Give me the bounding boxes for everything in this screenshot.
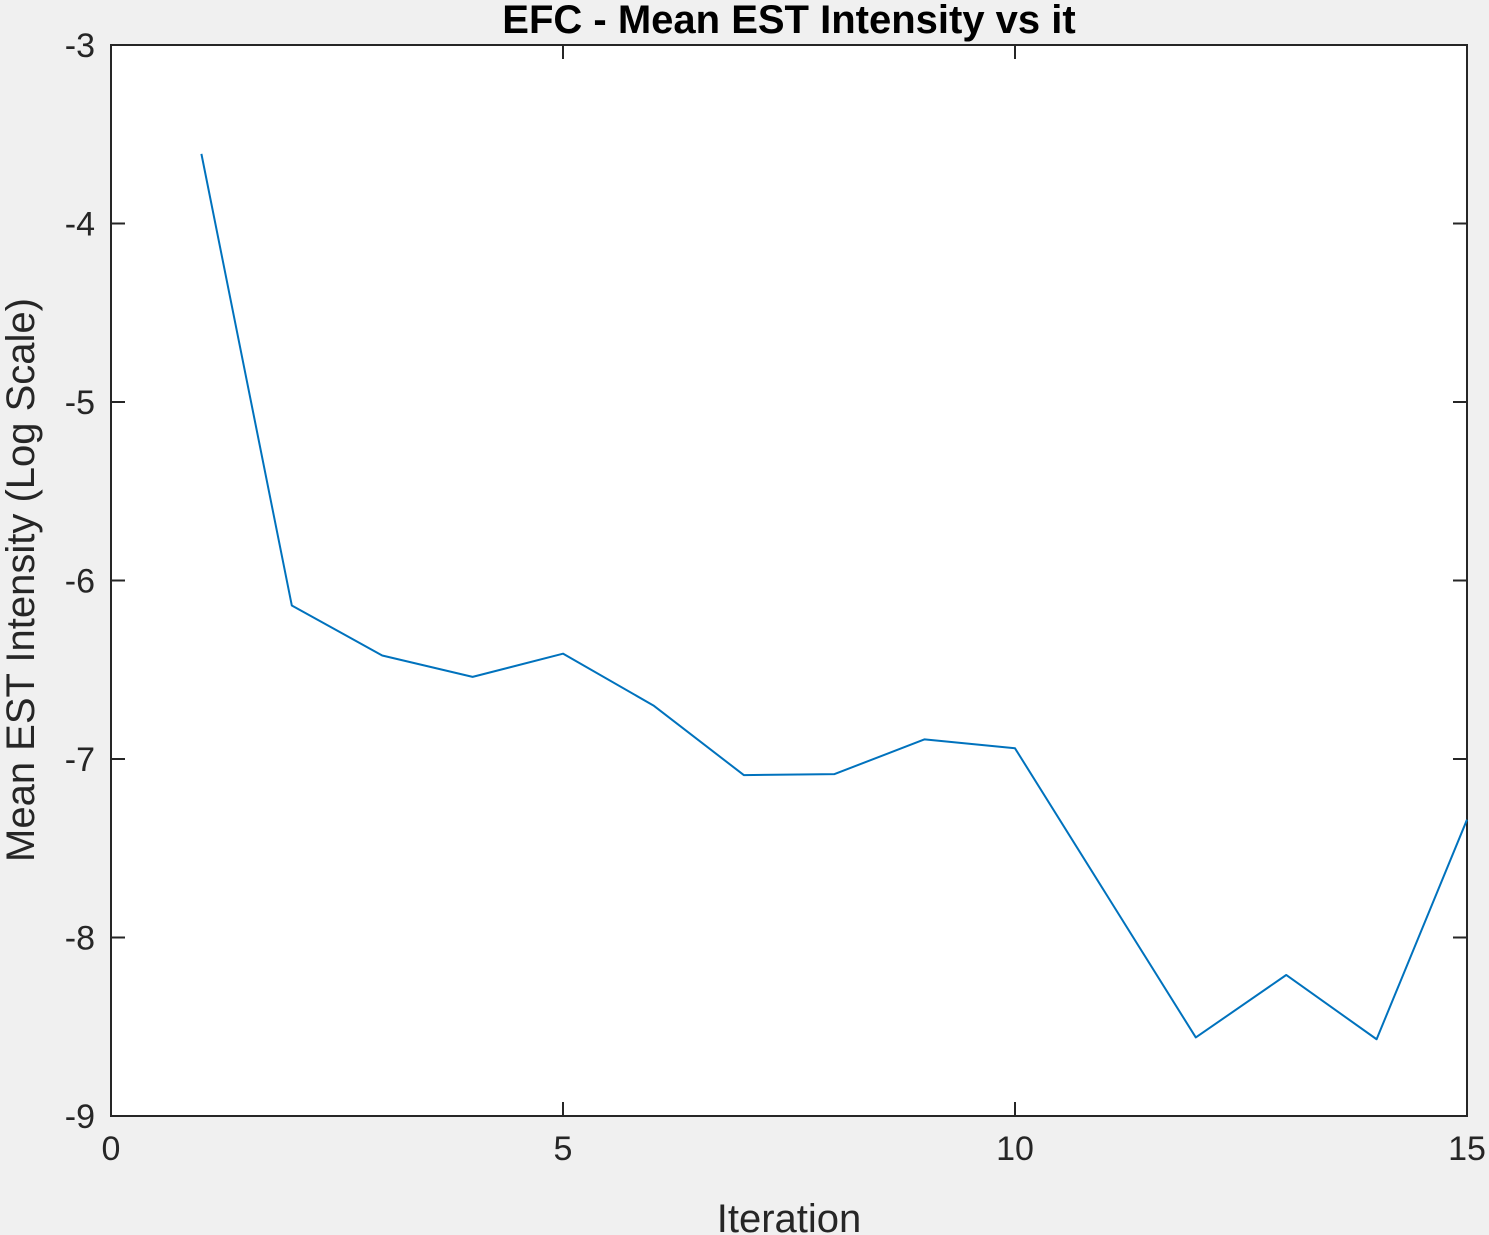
y-tick-label: -5 xyxy=(65,384,95,422)
chart-title: EFC - Mean EST Intensity vs it xyxy=(502,0,1075,42)
y-tick-label: -7 xyxy=(65,741,95,779)
tick-marks xyxy=(110,44,1468,1117)
y-tick-label: -6 xyxy=(65,563,95,601)
y-axis-label: Mean EST Intensity (Log Scale) xyxy=(0,298,43,862)
y-tick-label: -8 xyxy=(65,920,95,958)
x-axis-label: Iteration xyxy=(717,1197,862,1235)
x-tick-label: 10 xyxy=(996,1130,1034,1168)
y-tick-label: -3 xyxy=(65,27,95,65)
x-tick-label: 5 xyxy=(554,1130,573,1168)
y-tick-label: -9 xyxy=(65,1098,95,1136)
series-line xyxy=(200,153,1468,1041)
series-layer xyxy=(200,153,1468,1041)
y-tick-label: -4 xyxy=(65,206,95,244)
plot-area xyxy=(110,44,1468,1117)
x-tick-label: 0 xyxy=(102,1130,121,1168)
tick-labels: 0 5 10 15 -3 -4 -5 -6 -7 -8 -9 xyxy=(65,27,1486,1168)
x-tick-label: 15 xyxy=(1448,1130,1486,1168)
